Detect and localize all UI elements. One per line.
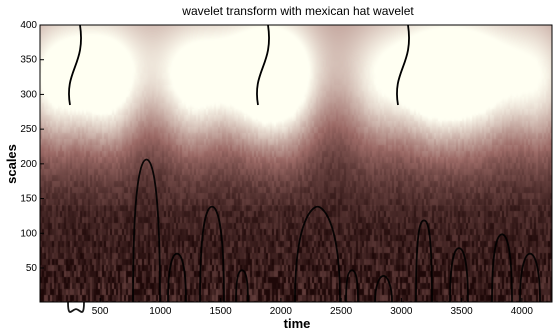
contour-arch: [374, 274, 393, 303]
y-tick-label: 200: [20, 159, 37, 170]
y-tick-label: 400: [20, 20, 37, 31]
contour-arch: [235, 269, 249, 303]
y-tick-label: 300: [20, 89, 37, 100]
chart-title: wavelet transform with mexican hat wavel…: [181, 4, 414, 18]
contour-arch: [167, 252, 187, 303]
y-tick-label: 100: [20, 228, 37, 239]
contour-arch: [491, 233, 513, 303]
contour-lines: [67, 24, 541, 313]
contour-arch: [415, 219, 433, 303]
contour-arch: [449, 247, 469, 303]
y-axis-ticks: 50 100 150 200 250 300 350 400: [20, 20, 44, 274]
contour-arch: [294, 205, 341, 303]
heatmap-image: [40, 25, 552, 302]
x-tick-label: 2000: [270, 306, 293, 317]
contour-ridge: [68, 24, 82, 106]
y-axis-label: scales: [4, 144, 19, 184]
x-axis-label: time: [284, 316, 311, 330]
contour-arch: [199, 205, 225, 303]
contour-arch: [345, 269, 359, 303]
y-tick-label: 350: [20, 55, 37, 66]
x-tick-label: 500: [92, 306, 109, 317]
x-tick-label: 4000: [511, 306, 534, 317]
heatmap-raster: [40, 25, 552, 302]
y-tick-label: 50: [26, 263, 38, 274]
contour-arch: [67, 301, 85, 313]
x-tick-label: 3000: [390, 306, 413, 317]
x-axis-ticks: 500 1000 1500 2000 2500 3000 3500 4000: [92, 298, 534, 317]
y-tick-label: 250: [20, 124, 37, 135]
x-tick-label: 1500: [210, 306, 233, 317]
contour-arch: [132, 158, 161, 303]
y-tick-label: 150: [20, 194, 37, 205]
x-tick-label: 3500: [451, 306, 474, 317]
x-tick-label: 1000: [149, 306, 172, 317]
contour-ridge: [396, 24, 410, 106]
contour-arch: [519, 252, 541, 303]
plot-area: [39, 24, 553, 313]
contour-ridge: [256, 24, 270, 106]
x-tick-label: 2500: [330, 306, 353, 317]
